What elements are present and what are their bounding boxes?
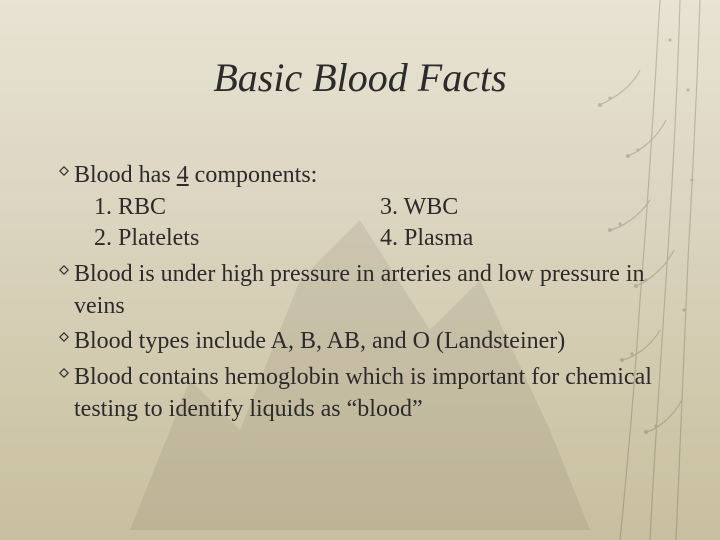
text-segment: components: [189,162,318,188]
bullet-item: Blood has 4 components: 1. RBC 2. Platel… [54,160,666,255]
slide: Basic Blood Facts Blood has 4 components… [0,0,720,540]
sublist-item: 2. Platelets [94,223,380,255]
bullet-item: Blood is under high pressure in arteries… [54,259,666,322]
underlined-number: 4 [177,162,189,188]
bullet-item: Blood contains hemoglobin which is impor… [54,362,666,425]
text-segment: Blood has [74,162,177,188]
bullet-text: Blood contains hemoglobin which is impor… [74,362,666,425]
bullet-text: Blood is under high pressure in arteries… [74,259,666,322]
sublist-col: 3. WBC 4. Plasma [380,192,666,255]
diamond-bullet-icon [54,160,74,176]
diamond-bullet-icon [54,259,74,275]
sublist: 1. RBC 2. Platelets 3. WBC 4. Plasma [94,192,666,255]
diamond-bullet-icon [54,362,74,378]
bullet-text: Blood has 4 components: 1. RBC 2. Platel… [74,160,666,255]
sublist-col: 1. RBC 2. Platelets [94,192,380,255]
sublist-item: 1. RBC [94,192,380,224]
bullet-text: Blood types include A, B, AB, and O (Lan… [74,326,666,358]
sublist-item: 4. Plasma [380,223,666,255]
slide-title: Basic Blood Facts [0,54,720,101]
sublist-item: 3. WBC [380,192,666,224]
bullet-item: Blood types include A, B, AB, and O (Lan… [54,326,666,358]
diamond-bullet-icon [54,326,74,342]
slide-content: Blood has 4 components: 1. RBC 2. Platel… [54,160,666,429]
